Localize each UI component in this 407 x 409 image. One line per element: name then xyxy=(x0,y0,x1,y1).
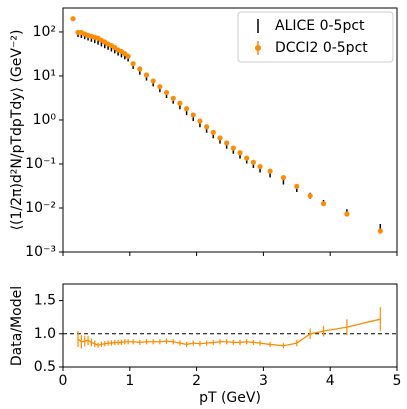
legend-marker xyxy=(255,45,261,51)
x-axis-label: pT (GeV) xyxy=(199,390,261,406)
data-point xyxy=(70,16,76,22)
data-point xyxy=(204,124,210,130)
data-point xyxy=(294,183,300,189)
x-tick-label: 1 xyxy=(125,373,134,389)
data-point xyxy=(143,72,150,78)
y-tick-label: 10⁻¹ xyxy=(25,156,56,172)
data-point xyxy=(344,211,350,217)
legend-label: DCCI2 0-5pct xyxy=(275,40,368,56)
y-tick-label: 0.5 xyxy=(34,359,56,375)
data-point xyxy=(267,168,273,174)
y-tick-label: 1.0 xyxy=(34,326,56,342)
x-tick-label: 5 xyxy=(393,373,402,389)
y-tick-label: 10⁻² xyxy=(25,200,56,216)
legend-label: ALICE 0-5pct xyxy=(275,18,365,34)
x-tick-label: 3 xyxy=(259,373,268,389)
legend-box xyxy=(237,11,394,63)
y-tick-label: 10² xyxy=(33,24,56,40)
data-point xyxy=(183,106,190,112)
data-point xyxy=(230,145,236,151)
data-point xyxy=(125,53,131,59)
data-point xyxy=(250,159,256,165)
data-point xyxy=(280,175,287,181)
ratio-line xyxy=(77,318,381,347)
x-tick-label: 0 xyxy=(59,373,68,389)
data-point xyxy=(210,129,216,136)
data-point xyxy=(130,61,136,67)
data-point xyxy=(197,118,203,124)
data-point xyxy=(163,89,170,96)
y-axis-label: Data/Model xyxy=(9,286,25,366)
data-point xyxy=(307,193,313,199)
data-point xyxy=(177,100,183,106)
data-point xyxy=(170,95,176,101)
data-point xyxy=(244,155,250,161)
plot-frame xyxy=(62,7,398,253)
y-axis-label: ⟨(1/2π)d²N/pTdpTdy⟩ (GeV⁻²) xyxy=(9,30,25,231)
x-tick-label: 4 xyxy=(326,373,335,389)
data-point xyxy=(157,84,163,90)
data-point xyxy=(320,201,327,207)
data-point xyxy=(377,228,383,234)
plot-frame xyxy=(62,283,398,368)
y-tick-label: 10⁻³ xyxy=(25,244,56,260)
data-point xyxy=(224,140,230,146)
data-point xyxy=(257,164,263,170)
data-point xyxy=(137,66,143,72)
y-tick-label: 10⁰ xyxy=(33,112,57,128)
y-tick-label: 10¹ xyxy=(33,68,56,84)
data-point xyxy=(190,112,196,118)
y-tick-label: 1.5 xyxy=(34,293,56,309)
data-point xyxy=(217,135,223,141)
data-point xyxy=(150,78,156,84)
x-tick-label: 2 xyxy=(192,373,201,389)
data-point xyxy=(237,150,243,156)
